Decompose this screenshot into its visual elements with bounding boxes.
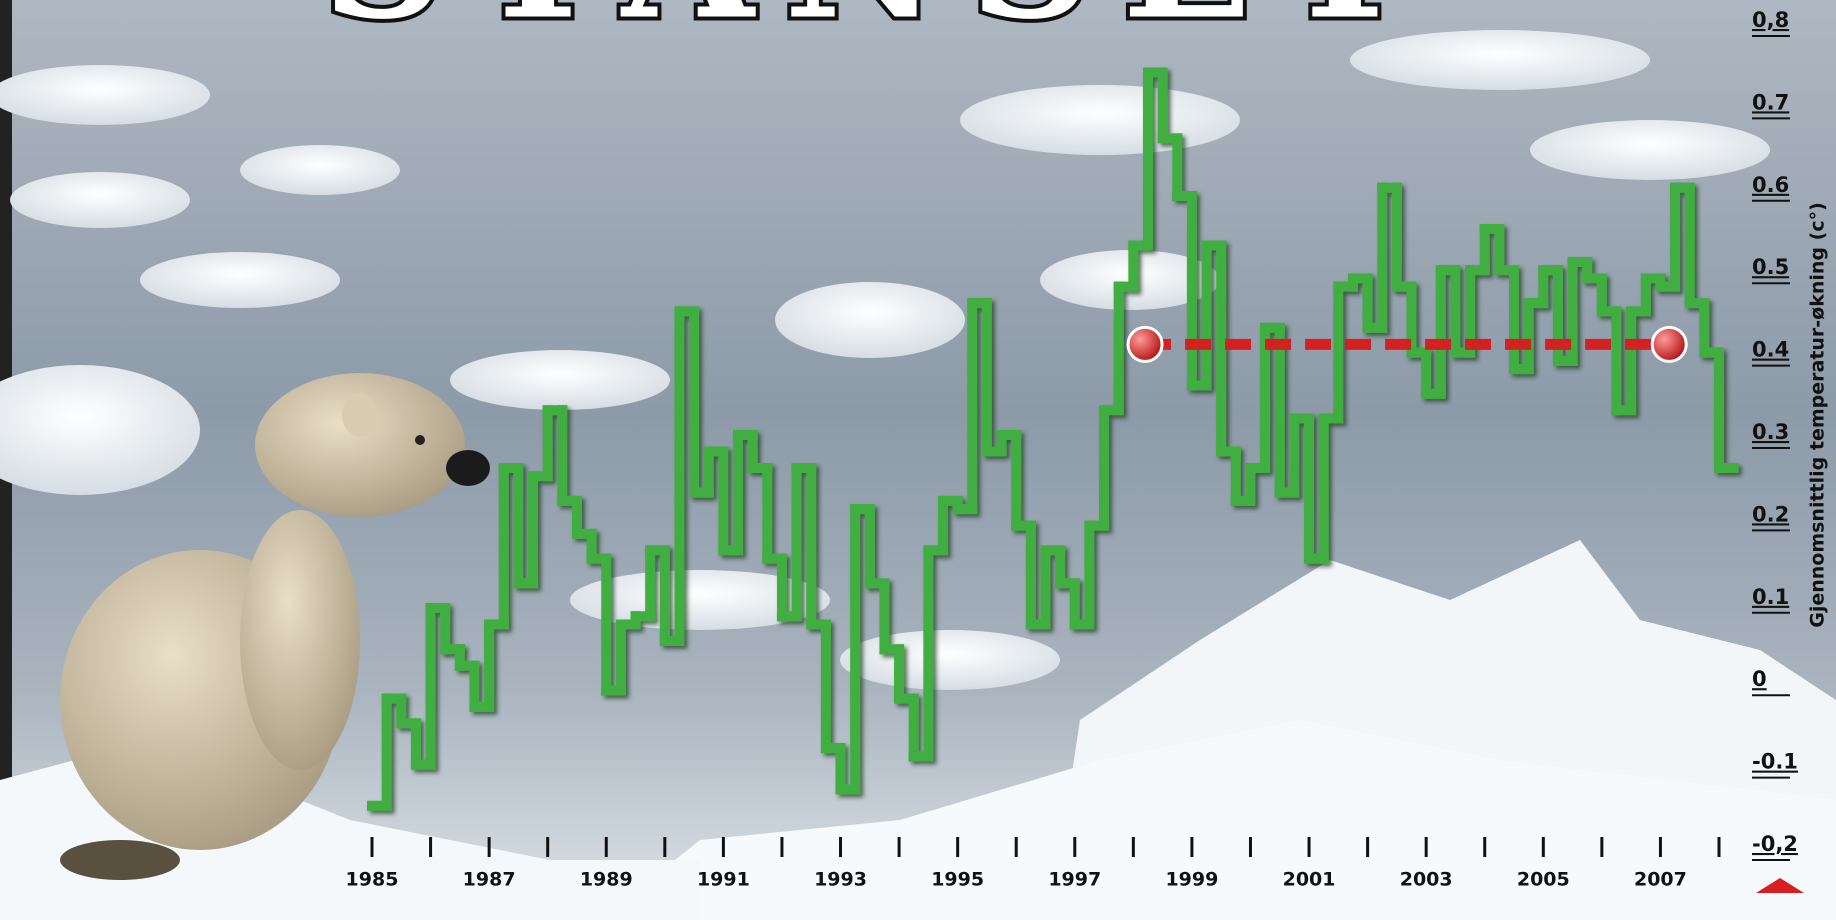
y-tick-label: 0.6 (1752, 173, 1789, 197)
x-tick-label: 2001 (1283, 869, 1336, 891)
y-tick-label: 0 (1752, 667, 1767, 691)
title: STANSET (322, 0, 1438, 58)
polar-bear (60, 373, 490, 880)
y-tick-label: 0.1 (1752, 585, 1789, 609)
y-tick-label: 0.4 (1752, 338, 1789, 362)
reference-end-point (1650, 325, 1688, 363)
x-tick-label: 1997 (1048, 869, 1101, 891)
x-tick-label: 1993 (814, 869, 867, 891)
y-tick-label: 0.3 (1752, 420, 1789, 444)
x-tick-label: 2007 (1634, 869, 1687, 891)
x-tick-label: 2003 (1400, 869, 1453, 891)
plot: 0,8 0.7 0.6 0.5 0.4 0.3 0.2 0.1 0 -0.1 -0,2 1985 198… (346, 8, 1798, 891)
x-tick-label: 1985 (346, 869, 399, 891)
x-tick-label: 1989 (580, 869, 633, 891)
y-tick-label: 0.5 (1752, 255, 1789, 279)
x-tick-label: 2005 (1517, 869, 1570, 891)
y-axis-title: Gjennomsnittlig temperatur-økning (c°) (1807, 202, 1829, 628)
y-tick-label: 0.7 (1752, 90, 1789, 114)
x-tick-label: 1995 (931, 869, 984, 891)
x-tick-label: 1999 (1165, 869, 1218, 891)
y-tick-label: -0,2 (1752, 832, 1798, 856)
y-tick-label: -0.1 (1752, 750, 1798, 774)
x-tick-label: 1991 (697, 869, 750, 891)
reference-end-point (1126, 325, 1164, 363)
data-series (367, 67, 1739, 811)
y-tick-label: 0.2 (1752, 502, 1789, 526)
x-tick-label: 1987 (463, 869, 516, 891)
y-tick-label: 0,8 (1752, 8, 1789, 32)
arrow-marker (1756, 878, 1804, 893)
